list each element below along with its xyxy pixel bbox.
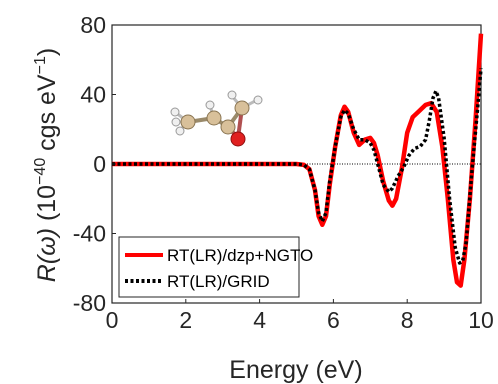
legend-box bbox=[118, 236, 300, 298]
x-tick-label: 2 bbox=[179, 307, 192, 333]
series-line-grid bbox=[112, 68, 483, 265]
y-tick-label: 0 bbox=[93, 151, 106, 177]
y-axis-mid: cgs eV bbox=[33, 74, 61, 158]
series-layer bbox=[112, 33, 484, 288]
y-axis-symbol: R(ω) bbox=[33, 228, 61, 282]
y-axis-ticks: -80 -40 0 40 80 bbox=[73, 12, 116, 316]
x-tick-label: 4 bbox=[253, 307, 266, 333]
y-tick-label: -40 bbox=[73, 221, 106, 247]
legend-label-dzp: RT(LR)/dzp+NGTO bbox=[167, 246, 313, 265]
legend: RT(LR)/dzp+NGTO RT(LR)/GRID bbox=[118, 236, 313, 298]
x-tick-label: 8 bbox=[401, 307, 414, 333]
y-tick-label: 40 bbox=[80, 82, 106, 108]
y-axis-prefix: (10 bbox=[33, 185, 61, 228]
x-tick-label: 0 bbox=[106, 307, 119, 333]
y-axis-exp1: −40 bbox=[32, 158, 49, 185]
molecule-illustration bbox=[170, 90, 263, 147]
y-tick-label: 80 bbox=[80, 12, 106, 38]
y-tick-label: -80 bbox=[73, 290, 106, 316]
y-axis-suffix: ) bbox=[33, 48, 61, 56]
y-axis-title: R(ω) (10−40 cgs eV−1) bbox=[32, 48, 61, 282]
x-axis-title: Energy (eV) bbox=[229, 356, 362, 384]
x-tick-label: 6 bbox=[327, 307, 340, 333]
y-axis-exp2: −1 bbox=[32, 56, 49, 74]
x-tick-label: 10 bbox=[468, 307, 494, 333]
legend-label-grid: RT(LR)/GRID bbox=[167, 272, 270, 291]
x-axis-ticks: 0 2 4 6 8 10 bbox=[106, 299, 494, 333]
